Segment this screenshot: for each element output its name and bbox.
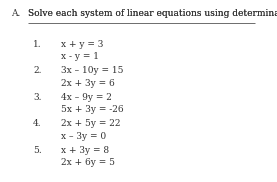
Text: 2.: 2. [33, 66, 42, 75]
Text: 4.: 4. [33, 119, 42, 128]
Text: 4x – 9y = 2: 4x – 9y = 2 [61, 93, 112, 102]
Text: 2x + 6y = 5: 2x + 6y = 5 [61, 158, 115, 167]
Text: x + y = 3: x + y = 3 [61, 40, 103, 49]
Text: 2x + 3y = 6: 2x + 3y = 6 [61, 79, 115, 88]
Text: 1.: 1. [33, 40, 42, 49]
Text: x – 3y = 0: x – 3y = 0 [61, 132, 106, 141]
Text: Solve each system of linear equations using determinants.: Solve each system of linear equations us… [28, 9, 277, 18]
Text: 5x + 3y = -26: 5x + 3y = -26 [61, 105, 124, 114]
Text: x + 3y = 8: x + 3y = 8 [61, 146, 109, 155]
Text: 5.: 5. [33, 146, 42, 155]
Text: x - y = 1: x - y = 1 [61, 52, 99, 61]
Text: Solve each system of linear equations using determinants.: Solve each system of linear equations us… [28, 9, 277, 18]
Text: 3x – 10y = 15: 3x – 10y = 15 [61, 66, 124, 75]
Text: 2x + 5y = 22: 2x + 5y = 22 [61, 119, 120, 128]
Text: A.: A. [11, 9, 20, 18]
Text: 3.: 3. [33, 93, 42, 102]
